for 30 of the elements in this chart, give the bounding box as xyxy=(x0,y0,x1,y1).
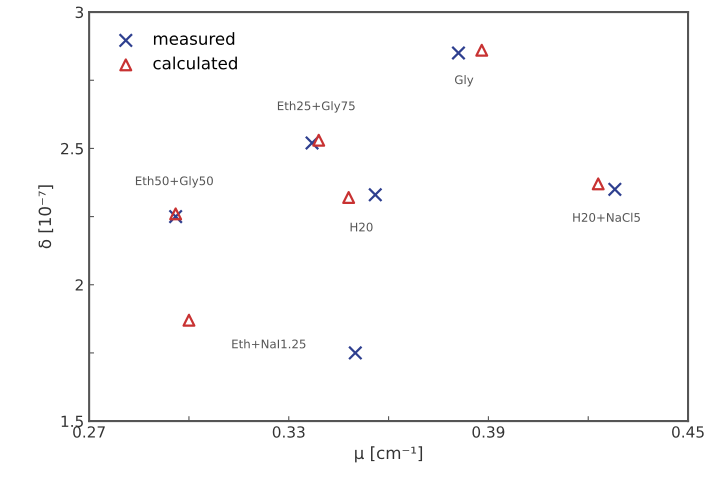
x-tick-label: 0.27 xyxy=(73,426,105,438)
point xyxy=(348,346,363,360)
point xyxy=(168,209,183,224)
point xyxy=(169,207,182,220)
annotation: H20 xyxy=(350,222,373,232)
x-tick-label: 0.45 xyxy=(672,426,704,438)
annotation: Gly xyxy=(454,75,474,86)
x-tick-label: 0.39 xyxy=(472,426,504,438)
y-tick-label: 1.5 xyxy=(62,416,83,428)
point xyxy=(304,136,320,150)
y-tick-label: 3 xyxy=(76,6,84,18)
point xyxy=(475,44,488,57)
legend-label: calculated xyxy=(153,56,237,70)
annotation: Eth+NaI1.25 xyxy=(232,339,306,348)
annotation: Eth50+Gly50 xyxy=(136,176,213,188)
y-axis-title: δ [10⁻⁷] xyxy=(38,185,54,248)
point xyxy=(608,182,622,197)
legend-label: measured xyxy=(154,32,234,45)
point xyxy=(312,134,326,147)
x-axis-title: μ [cm⁻¹] xyxy=(355,446,422,462)
point xyxy=(368,187,383,202)
annotation: Eth25+Gly75 xyxy=(278,101,355,113)
point xyxy=(451,46,466,60)
x-tick-label: 0.33 xyxy=(272,426,305,438)
y-tick-label: 2 xyxy=(76,279,83,291)
point xyxy=(342,191,356,204)
y-tick-label: 2.5 xyxy=(61,142,83,154)
point xyxy=(182,314,196,327)
annotation: H20+NaCl5 xyxy=(573,212,640,222)
point xyxy=(592,177,605,190)
